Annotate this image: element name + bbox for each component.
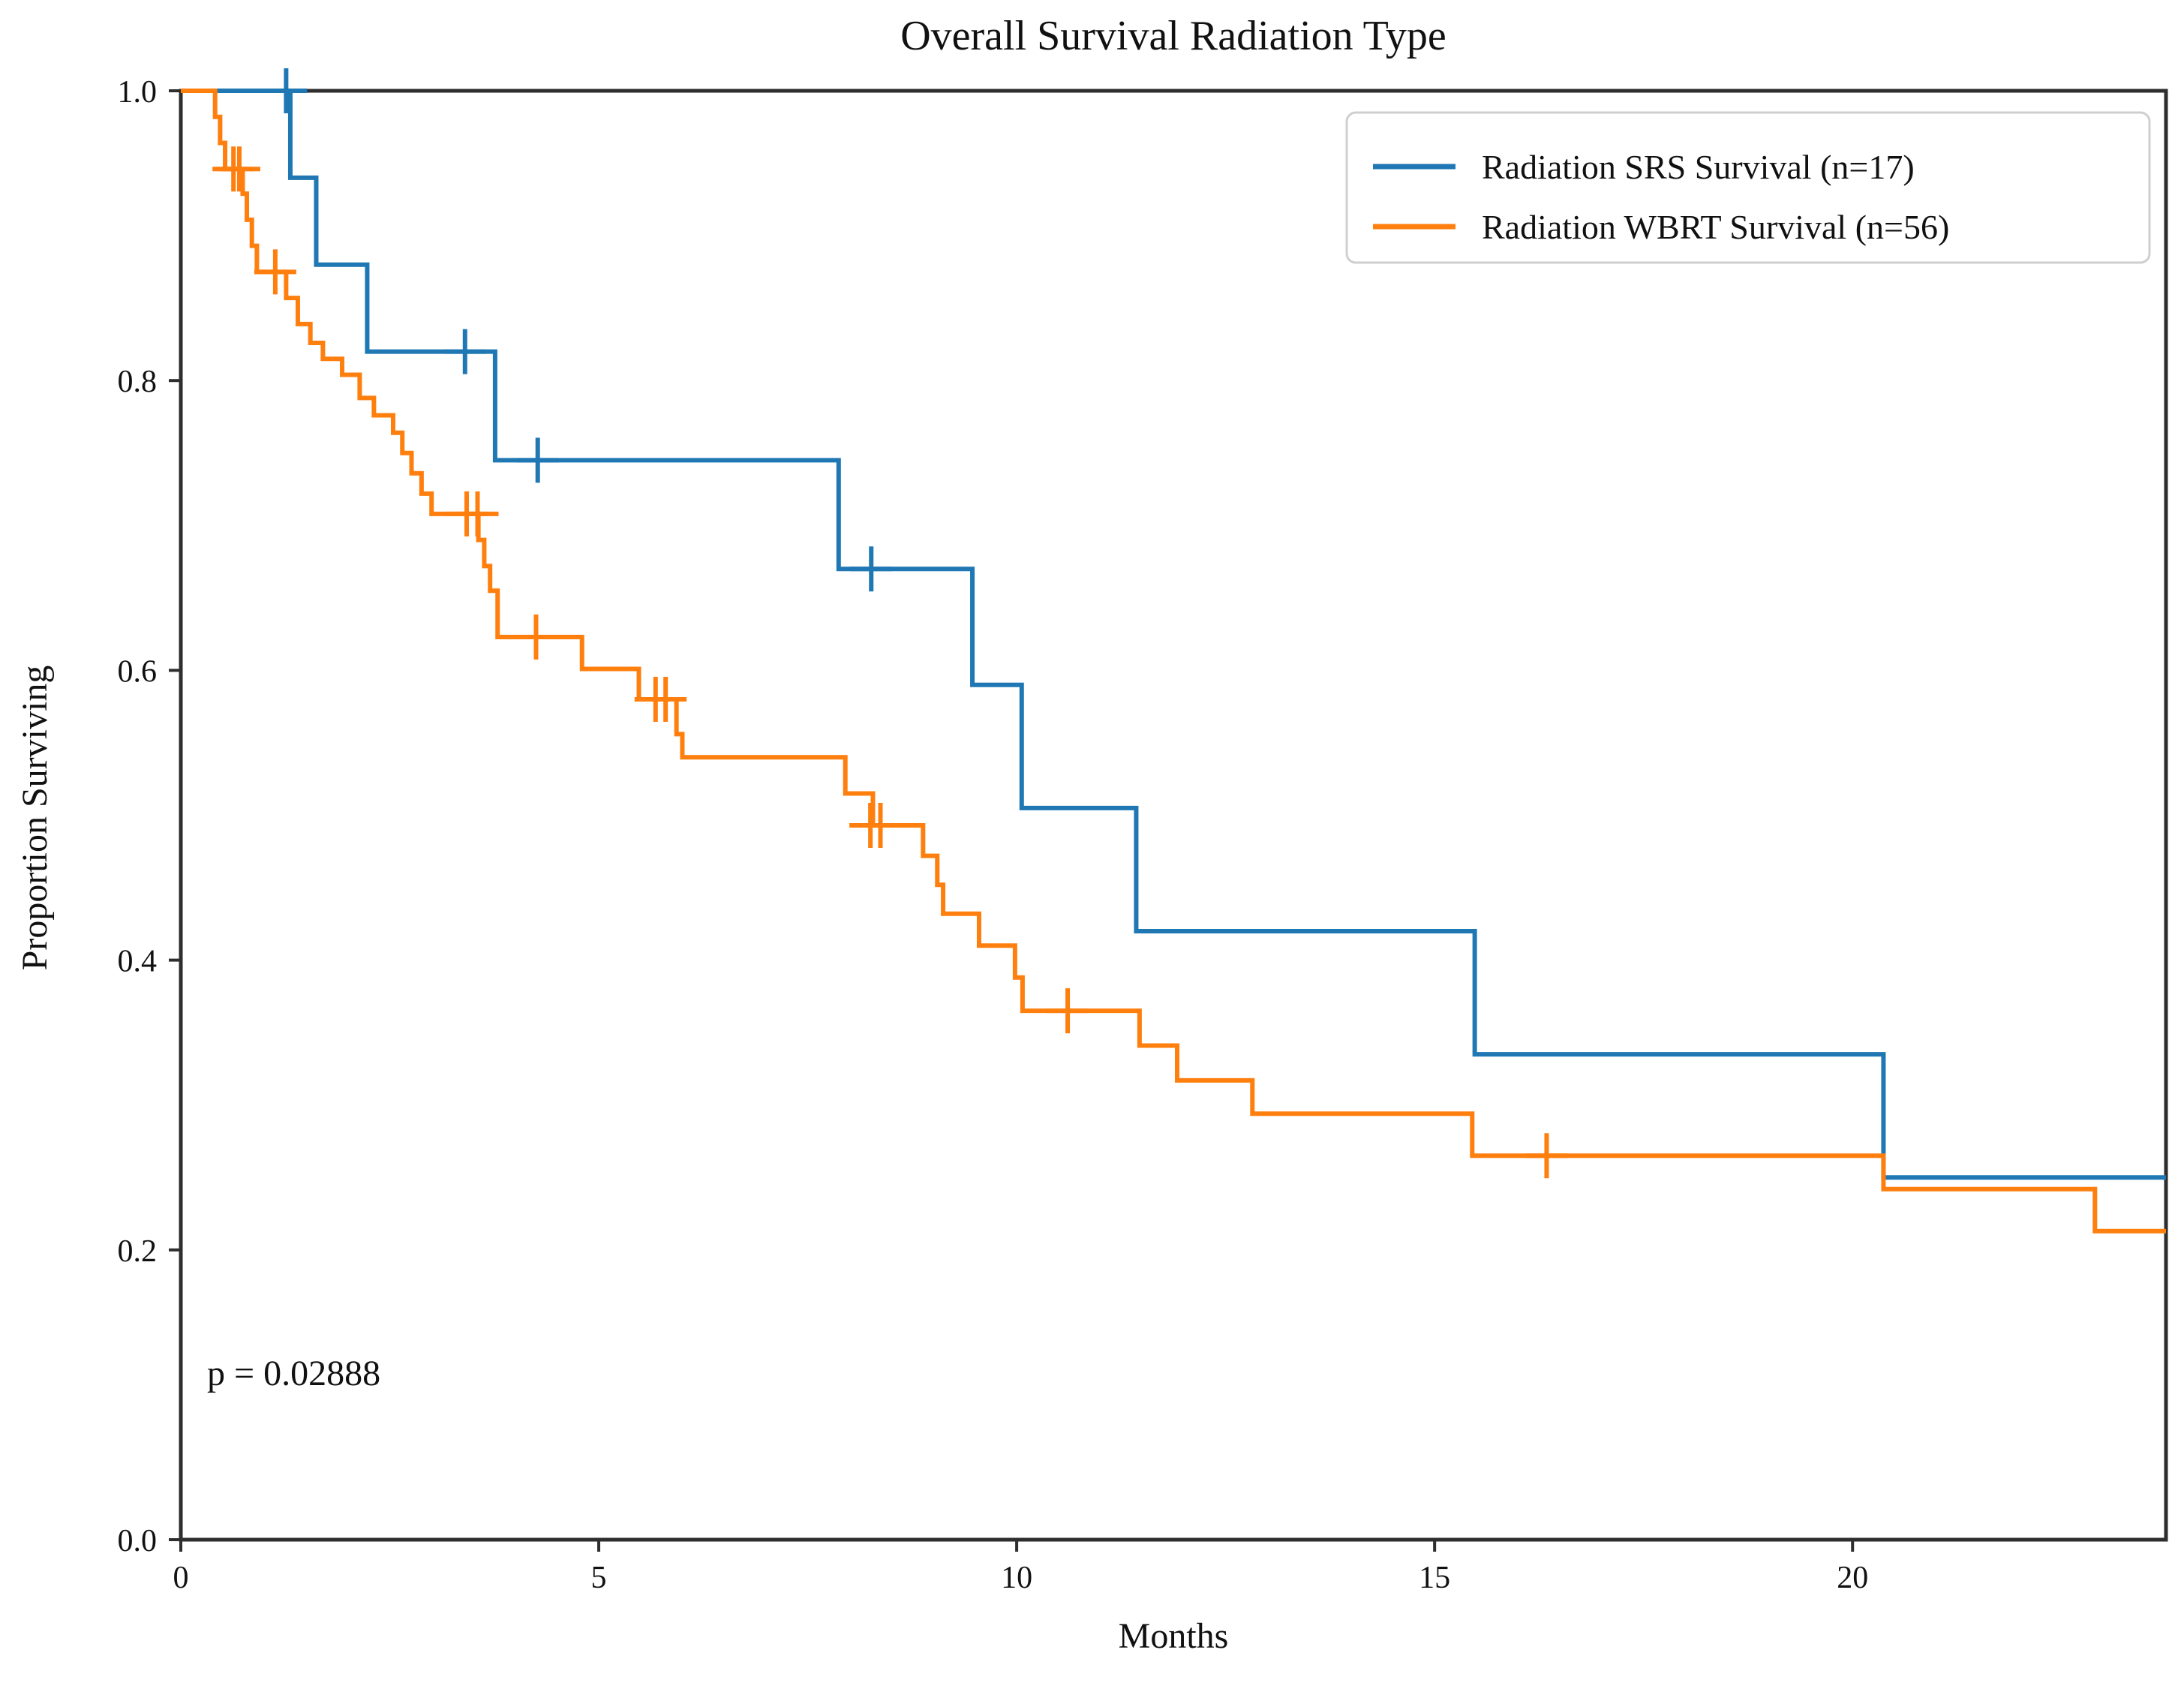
- plot-area-box: [179, 89, 2168, 1542]
- axis-ticks: 0 5 10 15 20 0.0 0.2 0.4 0.6 0.8 1.0: [118, 75, 1869, 1595]
- legend-box: [1345, 111, 2151, 264]
- legend: Radiation SRS Survival (n=17) Radiation …: [1345, 111, 2151, 264]
- x-axis-label: Months: [1119, 1616, 1229, 1656]
- x-tick-label: 15: [1419, 1561, 1450, 1595]
- y-tick-label: 0.4: [118, 945, 158, 979]
- y-tick-label: 0.8: [118, 365, 158, 399]
- y-tick-label: 0.2: [118, 1234, 158, 1269]
- p-value-annotation: p = 0.02888: [207, 1354, 380, 1393]
- survival-step-curve: [181, 89, 2166, 1234]
- x-tick-label: 0: [173, 1561, 189, 1595]
- y-axis-label: Proportion Surviving: [15, 666, 55, 971]
- x-tick-label: 20: [1837, 1561, 1868, 1595]
- chart-title: Overall Survival Radiation Type: [900, 13, 1446, 59]
- x-tick-label: 5: [591, 1561, 607, 1595]
- legend-label-srs: Radiation SRS Survival (n=17): [1482, 148, 1915, 186]
- y-tick-label: 0.0: [118, 1524, 158, 1558]
- y-tick-label: 1.0: [118, 75, 158, 110]
- y-tick-label: 0.6: [118, 654, 158, 689]
- survival-curves: [181, 68, 2166, 1234]
- legend-label-wbrt: Radiation WBRT Survival (n=56): [1482, 208, 1949, 246]
- x-tick-label: 10: [1001, 1561, 1032, 1595]
- survival-step-curve: [181, 89, 2166, 1180]
